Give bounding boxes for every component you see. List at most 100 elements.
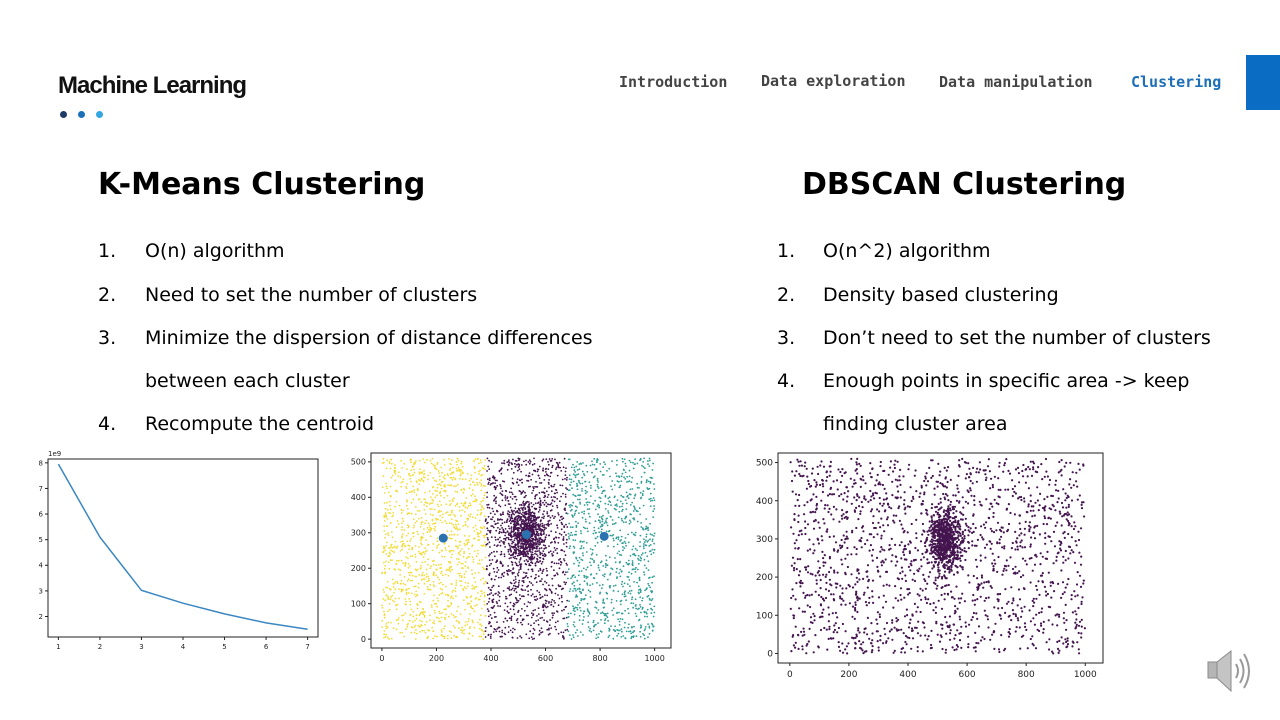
scatter-point xyxy=(477,535,480,538)
scatter-point xyxy=(426,580,428,583)
scatter-point xyxy=(601,583,604,586)
scatter-point xyxy=(448,630,451,633)
nav-data-exploration[interactable]: Data exploration xyxy=(761,72,906,90)
scatter-point xyxy=(596,541,599,544)
scatter-point xyxy=(496,484,499,487)
scatter-point xyxy=(427,528,430,531)
scatter-point xyxy=(459,474,462,477)
scatter-point xyxy=(532,489,535,492)
nav-data-manipulation[interactable]: Data manipulation xyxy=(939,73,1093,91)
scatter-point xyxy=(942,510,945,514)
scatter-point xyxy=(500,576,503,579)
scatter-point xyxy=(450,530,453,533)
scatter-point xyxy=(643,629,646,632)
scatter-point xyxy=(801,582,804,585)
scatter-point xyxy=(396,580,398,583)
scatter-point xyxy=(536,468,539,471)
scatter-point xyxy=(1025,628,1028,631)
scatter-point xyxy=(438,472,440,474)
scatter-point xyxy=(632,606,634,609)
scatter-point xyxy=(651,590,653,592)
scatter-point xyxy=(1075,471,1078,474)
scatter-point xyxy=(595,600,597,603)
scatter-point xyxy=(877,596,881,599)
scatter-point xyxy=(433,602,436,605)
scatter-point xyxy=(455,584,458,586)
scatter-point xyxy=(455,523,457,526)
scatter-point xyxy=(508,617,511,619)
scatter-point xyxy=(620,517,623,520)
scatter-point xyxy=(536,547,538,550)
scatter-point xyxy=(630,589,633,592)
scatter-point xyxy=(512,556,515,559)
scatter-point xyxy=(489,529,492,532)
scatter-point xyxy=(387,610,389,613)
scatter-point xyxy=(431,519,434,522)
scatter-point xyxy=(505,595,507,598)
scatter-point xyxy=(805,652,808,655)
scatter-point xyxy=(1064,586,1067,589)
scatter-point xyxy=(521,553,523,556)
scatter-point xyxy=(809,605,812,609)
scatter-point xyxy=(554,531,557,534)
scatter-point xyxy=(455,485,457,487)
scatter-point xyxy=(382,598,385,600)
scatter-point xyxy=(422,613,425,616)
scatter-point xyxy=(518,459,520,462)
scatter-point xyxy=(534,564,537,567)
scatter-point xyxy=(525,545,527,547)
scatter-point xyxy=(540,504,542,507)
scatter-point xyxy=(816,571,819,574)
scatter-point xyxy=(470,477,472,480)
plot-frame xyxy=(370,452,672,649)
scatter-point xyxy=(618,611,620,614)
scatter-point xyxy=(610,485,612,488)
scatter-point xyxy=(574,539,577,542)
scatter-point xyxy=(407,571,410,574)
scatter-point xyxy=(864,482,867,485)
scatter-point xyxy=(547,493,550,496)
scatter-point xyxy=(482,534,485,537)
scatter-point xyxy=(581,623,584,625)
scatter-point xyxy=(604,463,606,466)
scatter-point xyxy=(543,619,545,622)
scatter-point xyxy=(390,596,392,598)
scatter-point xyxy=(593,559,595,562)
scatter-point xyxy=(604,494,607,497)
scatter-point xyxy=(1030,536,1033,539)
scatter-point xyxy=(493,571,496,573)
scatter-point xyxy=(1071,645,1074,648)
scatter-point xyxy=(440,504,443,506)
scatter-point xyxy=(443,635,446,638)
scatter-point xyxy=(863,650,867,653)
scatter-point xyxy=(889,460,892,463)
nav-introduction[interactable]: Introduction xyxy=(619,73,728,91)
scatter-point xyxy=(398,588,400,590)
scatter-point xyxy=(510,593,513,596)
scatter-point xyxy=(453,526,455,529)
scatter-point xyxy=(517,585,520,588)
scatter-point xyxy=(496,559,498,562)
scatter-point xyxy=(556,506,559,509)
scatter-point xyxy=(439,567,441,569)
scatter-point xyxy=(435,480,438,483)
scatter-point xyxy=(466,507,469,509)
scatter-point xyxy=(448,500,451,502)
scatter-point xyxy=(1072,527,1076,531)
scatter-point xyxy=(632,545,635,548)
scatter-point xyxy=(399,574,401,576)
scatter-point xyxy=(566,476,568,479)
scatter-point xyxy=(541,525,543,528)
scatter-point xyxy=(577,498,579,501)
scatter-point xyxy=(405,534,408,537)
scatter-point xyxy=(1055,555,1058,558)
scatter-point xyxy=(497,522,499,525)
scatter-point xyxy=(411,547,414,550)
scatter-point xyxy=(491,525,494,528)
scatter-point xyxy=(540,528,542,530)
scatter-point xyxy=(608,500,611,502)
scatter-point xyxy=(449,469,451,471)
scatter-point xyxy=(609,534,612,537)
scatter-point xyxy=(629,555,632,557)
nav-clustering[interactable]: Clustering xyxy=(1131,73,1222,91)
